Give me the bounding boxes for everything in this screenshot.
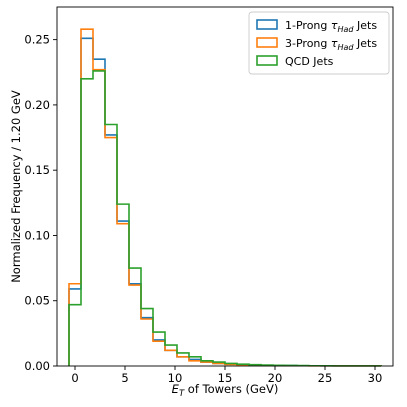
y-tick-label: 0.00: [24, 359, 50, 373]
y-tick-label: 0.20: [24, 98, 50, 112]
x-axis-label: ET of Towers (GeV): [172, 382, 279, 399]
y-tick-label: 0.25: [24, 33, 50, 47]
x-tick-label: 30: [368, 371, 383, 385]
legend-label-2: 3-Prong τHad Jets: [285, 37, 377, 52]
legend-label-3: QCD Jets: [285, 55, 334, 68]
x-axis-ticks: 0 5 10 15 20 25 30: [71, 366, 382, 385]
series-line-1: [68, 37, 382, 367]
x-tick-label: 25: [318, 371, 333, 385]
legend-swatch-2: [256, 37, 278, 48]
x-tick-label: 20: [268, 371, 283, 385]
y-tick-label: 0.05: [24, 294, 50, 308]
x-tick-label: 5: [121, 371, 128, 385]
series-line-3: [68, 70, 382, 367]
x-tick-label: 15: [218, 371, 233, 385]
legend-swatch-1: [256, 19, 278, 30]
series-layer: [68, 28, 382, 367]
legend-label-1: 1-Prong τHad Jets: [285, 19, 377, 34]
y-axis-label: Normalized Frequency / 1.20 GeV: [9, 90, 23, 283]
y-tick-label: 0.15: [24, 163, 50, 177]
series-line-2: [68, 28, 382, 367]
legend-box: [248, 11, 390, 75]
y-axis-ticks: 0.00 0.05 0.10 0.15 0.20 0.25: [24, 33, 57, 373]
x-tick-label: 10: [168, 371, 183, 385]
legend-swatch-3: [256, 55, 278, 66]
y-tick-label: 0.10: [24, 228, 50, 242]
legend: 1-Prong τHad Jets 3-Prong τHad Jets QCD Je…: [248, 11, 390, 75]
x-tick-label: 0: [71, 371, 78, 385]
